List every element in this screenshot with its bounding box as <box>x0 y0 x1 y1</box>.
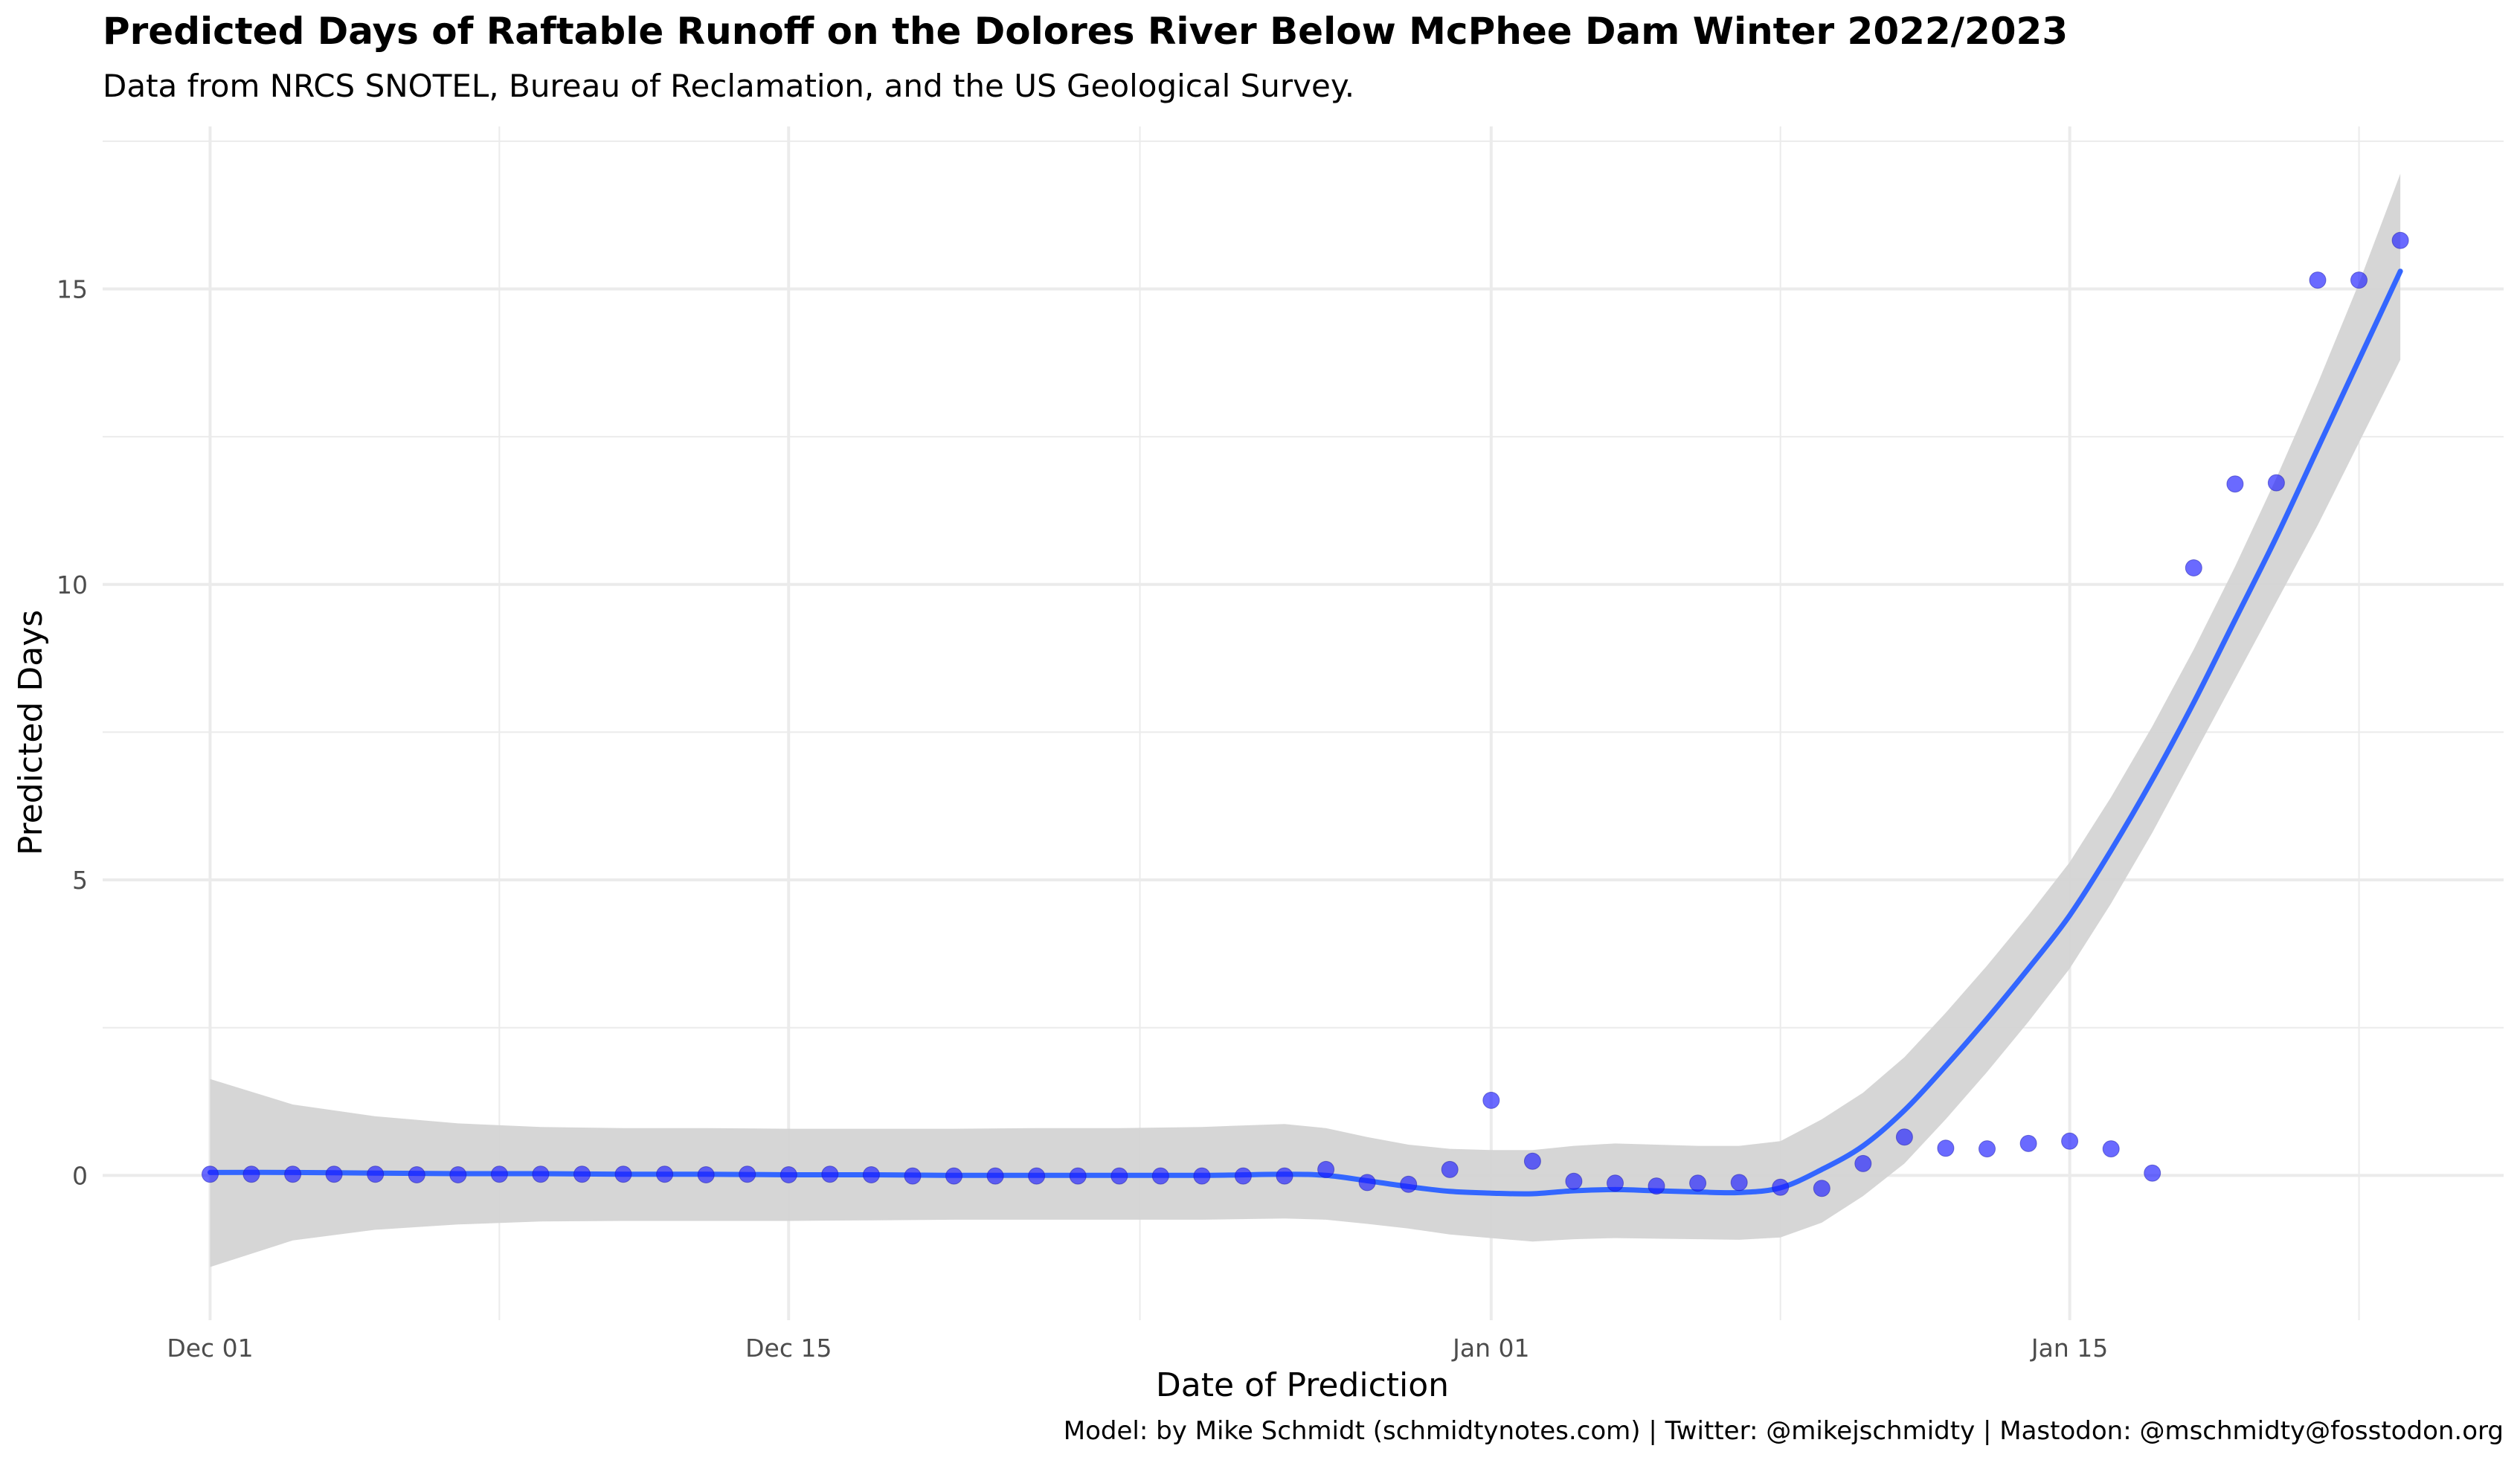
data-point <box>2309 271 2327 289</box>
data-point <box>1523 1152 1541 1170</box>
data-point <box>739 1165 756 1183</box>
data-point <box>904 1167 922 1185</box>
data-point <box>2144 1164 2161 1182</box>
data-point <box>862 1166 880 1183</box>
data-point <box>945 1167 962 1185</box>
x-tick-label: Dec 15 <box>745 1334 832 1363</box>
x-tick-label: Jan 15 <box>2030 1334 2108 1363</box>
data-point <box>780 1166 797 1183</box>
data-point <box>1895 1128 1913 1146</box>
data-point <box>490 1165 508 1183</box>
data-point <box>2185 559 2202 576</box>
data-point <box>1730 1174 1748 1192</box>
data-point <box>449 1166 467 1183</box>
data-point <box>1689 1174 1707 1192</box>
data-point <box>1813 1180 1830 1197</box>
confidence-ribbon-layer <box>210 173 2401 1267</box>
data-point <box>1565 1172 1583 1190</box>
y-axis-label: Predicted Days <box>12 610 50 855</box>
data-point <box>2019 1134 2037 1152</box>
data-point <box>1276 1167 1293 1185</box>
data-point <box>202 1165 219 1183</box>
data-point <box>1854 1154 1872 1172</box>
x-tick-label: Jan 01 <box>1451 1334 1529 1363</box>
data-point <box>1482 1091 1500 1109</box>
data-point <box>1317 1160 1335 1178</box>
data-point <box>242 1165 260 1183</box>
data-point <box>656 1165 674 1183</box>
data-point-layer <box>202 231 2409 1197</box>
y-tick-label: 15 <box>57 275 88 304</box>
data-point <box>408 1166 425 1183</box>
x-axis-label: Date of Prediction <box>1156 1366 1449 1404</box>
chart-caption: Model: by Mike Schmidt (schmidtynotes.co… <box>1064 1416 2504 1446</box>
data-point <box>325 1165 343 1183</box>
chart-subtitle: Data from NRCS SNOTEL, Bureau of Reclama… <box>103 68 1354 104</box>
data-point <box>697 1166 715 1183</box>
x-tick-label: Dec 01 <box>167 1334 253 1363</box>
data-point <box>1028 1167 1046 1185</box>
data-point <box>1358 1174 1376 1192</box>
data-point <box>2102 1140 2120 1158</box>
data-point <box>1110 1167 1128 1185</box>
tick-label-layer: Dec 01 Dec 15 Jan 01 Jan 15 0 5 10 15 <box>57 275 2108 1363</box>
data-point <box>2267 474 2285 492</box>
data-point <box>821 1165 839 1183</box>
data-point <box>1234 1167 1252 1185</box>
data-point <box>1937 1139 1955 1157</box>
data-point <box>2350 271 2368 289</box>
data-point <box>2391 231 2409 249</box>
data-point <box>1607 1174 1624 1192</box>
data-point <box>1441 1160 1459 1178</box>
confidence-ribbon <box>210 173 2401 1267</box>
data-point <box>1069 1167 1087 1185</box>
y-tick-label: 0 <box>72 1161 88 1190</box>
data-point <box>1772 1178 1790 1196</box>
data-point <box>367 1165 385 1183</box>
data-point <box>1151 1167 1169 1185</box>
data-point <box>2226 475 2244 493</box>
data-point <box>1400 1175 1418 1193</box>
chart-title: Predicted Days of Raftable Runoff on the… <box>103 10 2068 53</box>
data-point <box>2061 1132 2079 1150</box>
data-point <box>614 1165 632 1183</box>
data-point <box>284 1165 302 1183</box>
data-point <box>1648 1177 1665 1195</box>
y-tick-label: 10 <box>57 570 88 599</box>
data-point <box>573 1165 591 1183</box>
data-point <box>1979 1140 1996 1158</box>
y-tick-label: 5 <box>72 866 88 895</box>
data-point <box>1193 1167 1211 1185</box>
data-point <box>986 1167 1004 1185</box>
data-point <box>532 1165 550 1183</box>
